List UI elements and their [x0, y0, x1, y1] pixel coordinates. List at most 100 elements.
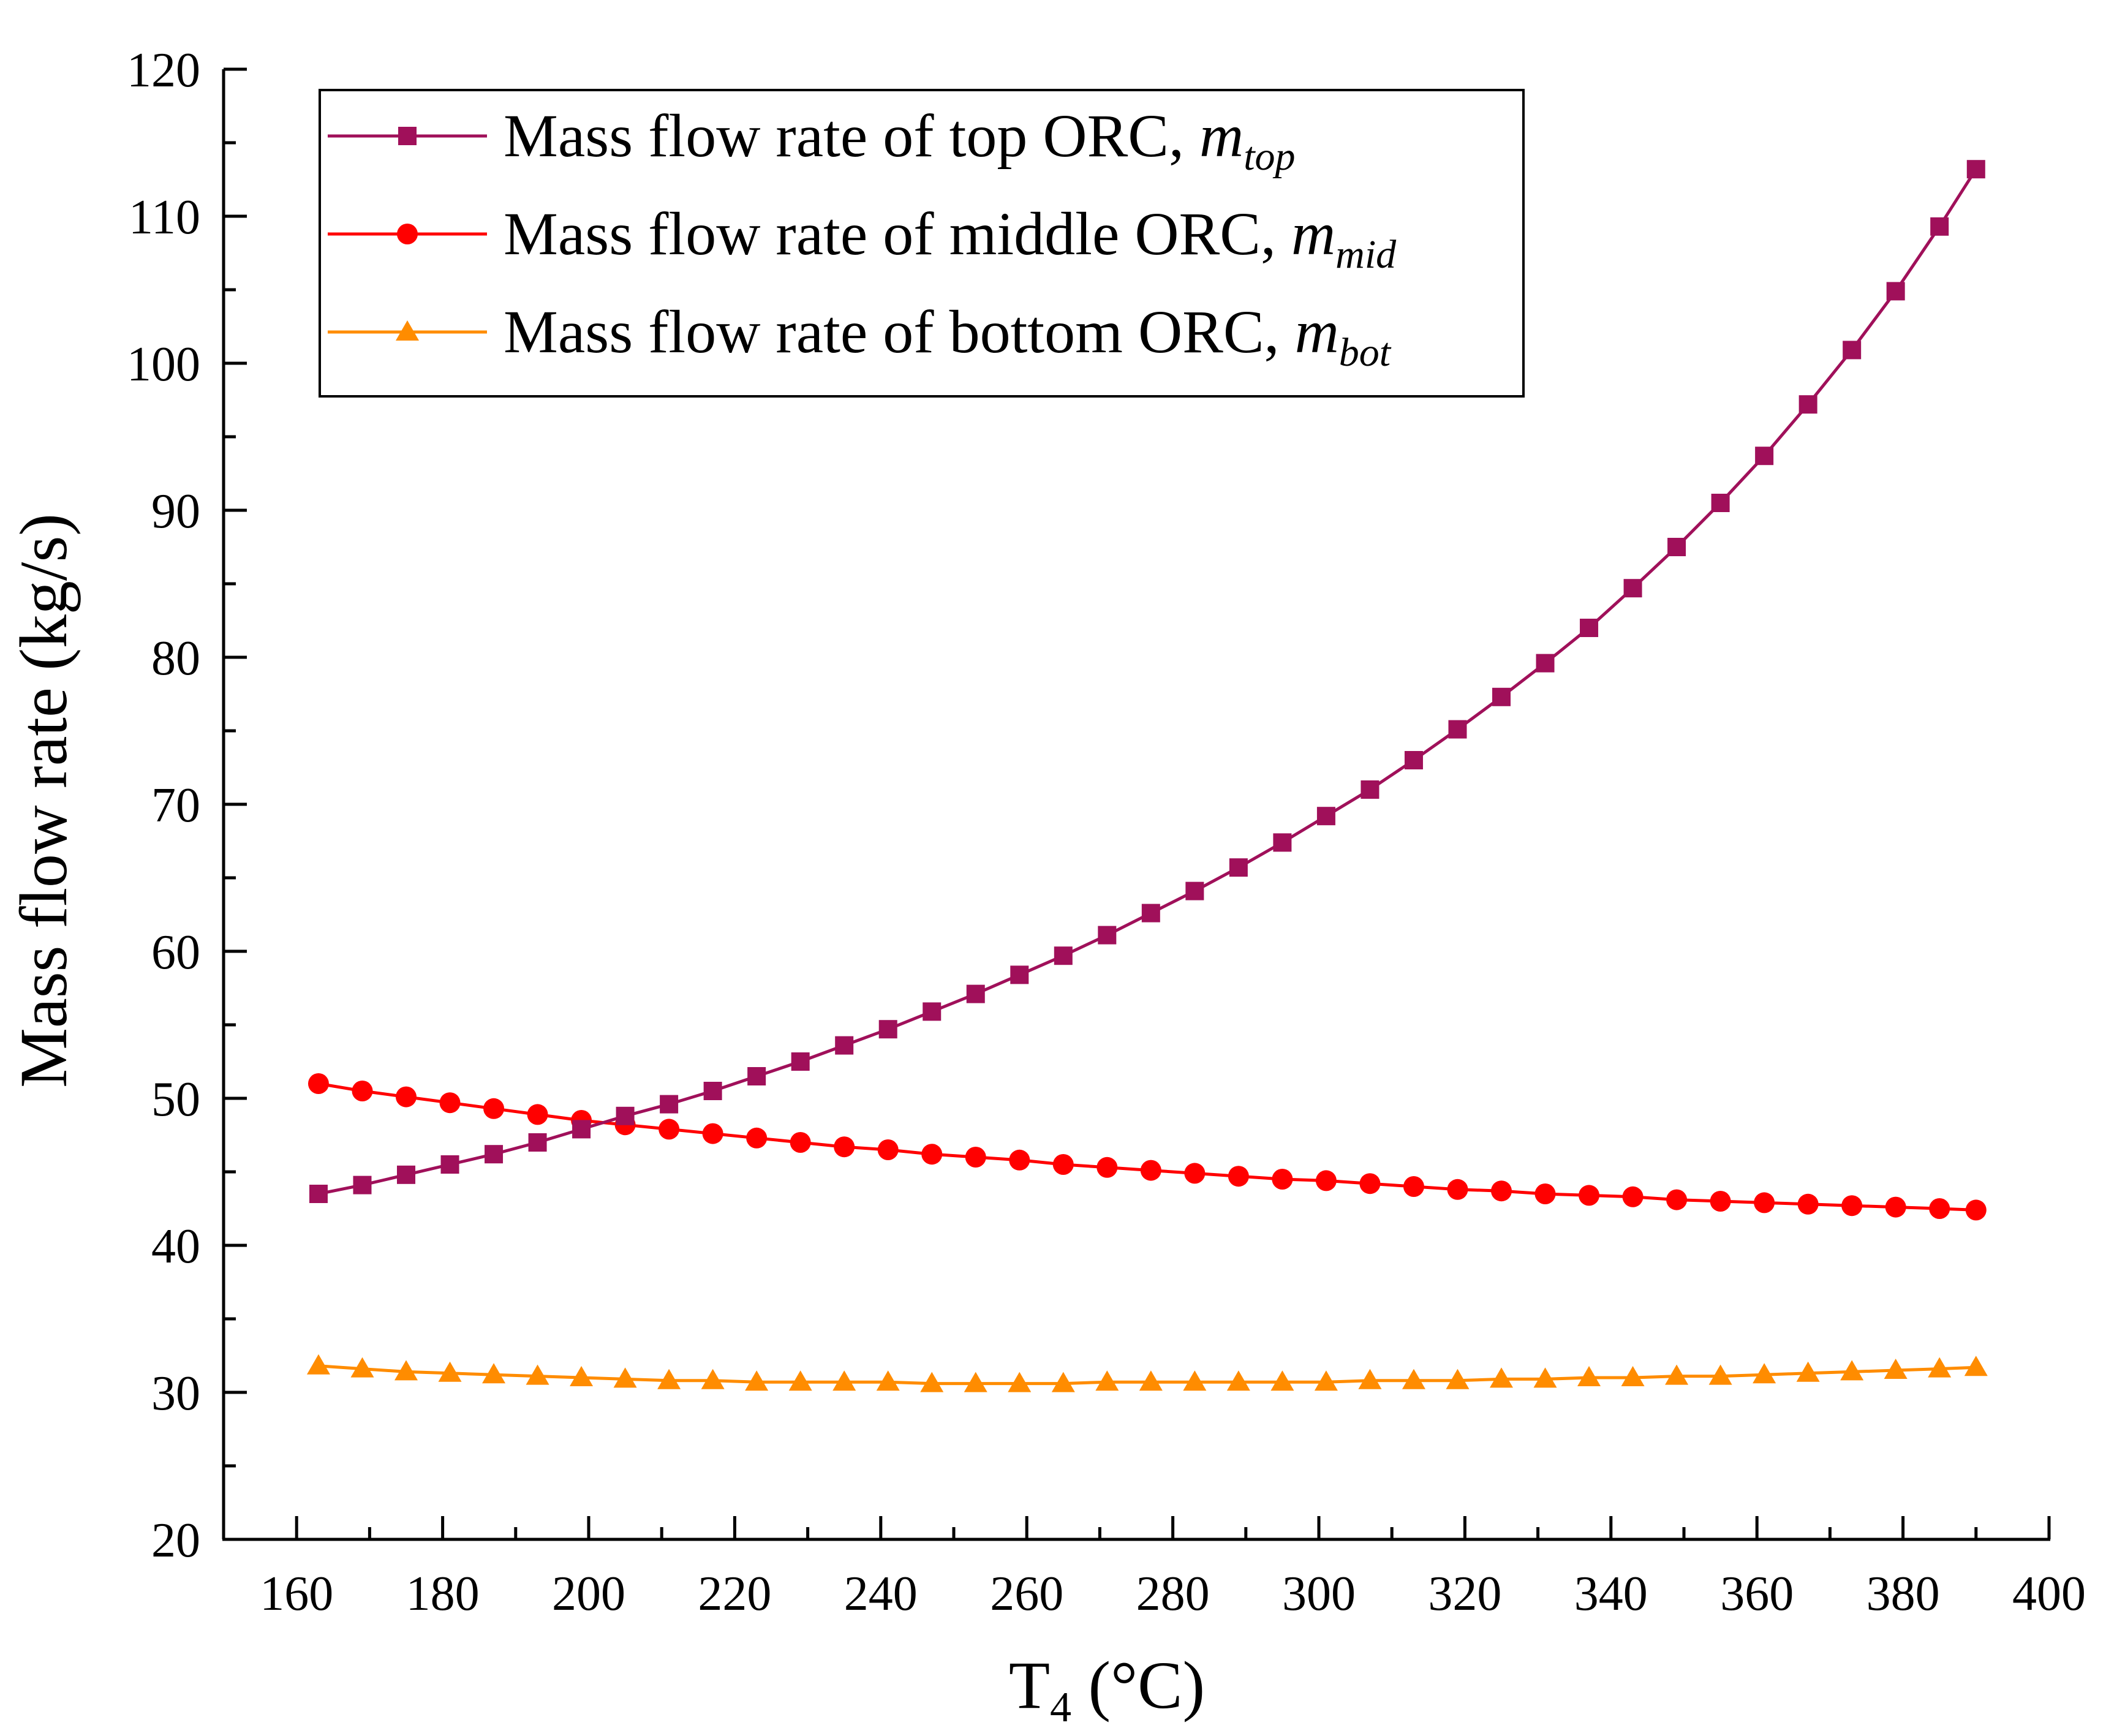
y-tick-label: 90	[151, 485, 200, 538]
data-point-bot	[438, 1361, 462, 1382]
data-point-bot	[526, 1364, 549, 1385]
data-point-mid	[1184, 1163, 1206, 1184]
legend-entry-top: Mass flow rate of top ORC, mtop	[328, 102, 1296, 179]
y-axis-label: Mass flow rate (kg/s)	[6, 513, 81, 1088]
data-point-mid	[352, 1081, 373, 1101]
legend-label-mid: Mass flow rate of middle ORC, mmid	[504, 200, 1397, 277]
data-point-mid	[308, 1073, 329, 1094]
x-tick-label: 340	[1574, 1567, 1648, 1621]
x-tick-label: 360	[1720, 1567, 1794, 1621]
data-point-top	[1843, 341, 1862, 360]
x-tick-label: 380	[1866, 1567, 1940, 1621]
data-point-mid	[1666, 1189, 1688, 1210]
data-point-mid	[1228, 1166, 1249, 1187]
series-top	[309, 160, 1985, 1203]
data-point-top	[485, 1145, 504, 1164]
x-tick-label: 400	[2012, 1567, 2086, 1621]
data-point-mid	[439, 1092, 461, 1114]
data-point-top	[1361, 780, 1379, 799]
x-axis-label: T4 (°C)	[1009, 1648, 1205, 1731]
data-point-mid	[1315, 1170, 1337, 1191]
data-point-mid	[1622, 1186, 1644, 1207]
data-point-top	[1580, 619, 1599, 637]
y-tick-label: 100	[127, 338, 200, 391]
legend-marker-top	[398, 127, 417, 145]
data-point-mid	[746, 1127, 768, 1149]
data-point-top	[1930, 217, 1949, 236]
data-point-mid	[1841, 1195, 1863, 1217]
legend-label-subscript: bot	[1339, 330, 1392, 375]
data-point-bot	[1008, 1372, 1032, 1392]
data-point-top	[440, 1155, 459, 1174]
y-tick-label: 120	[127, 43, 200, 97]
data-point-bot	[1358, 1368, 1382, 1389]
data-point-bot	[832, 1370, 856, 1391]
x-axis-label-symbol: T	[1009, 1648, 1050, 1723]
data-point-top	[1098, 926, 1117, 945]
data-point-mid	[1534, 1183, 1556, 1204]
x-tick-label: 160	[260, 1567, 333, 1621]
data-point-top	[1010, 965, 1029, 984]
data-point-mid	[1009, 1149, 1030, 1171]
legend-label-top: Mass flow rate of top ORC, mtop	[504, 102, 1296, 179]
data-point-mid	[1491, 1180, 1512, 1202]
data-point-bot	[306, 1354, 330, 1375]
data-point-bot	[394, 1360, 418, 1381]
data-point-bot	[745, 1370, 769, 1391]
data-point-mid	[1754, 1192, 1775, 1213]
data-point-bot	[657, 1368, 681, 1389]
data-point-mid	[1140, 1160, 1161, 1181]
data-point-bot	[570, 1366, 594, 1386]
data-point-bot	[1577, 1366, 1601, 1386]
data-point-mid	[921, 1144, 943, 1165]
data-point-bot	[1051, 1372, 1075, 1392]
x-tick-label: 220	[698, 1567, 771, 1621]
data-point-bot	[1884, 1359, 1908, 1379]
data-point-top	[1667, 538, 1686, 556]
data-point-top	[1404, 751, 1423, 769]
data-point-bot	[1226, 1370, 1250, 1391]
data-point-mid	[396, 1086, 417, 1108]
data-point-bot	[1796, 1361, 1820, 1382]
data-point-top	[1141, 904, 1160, 923]
data-point-bot	[1621, 1366, 1645, 1386]
data-point-top	[923, 1002, 942, 1021]
x-tick-label: 300	[1282, 1567, 1356, 1621]
y-tick-label: 50	[151, 1073, 200, 1127]
legend-label-symbol: m	[1199, 102, 1244, 170]
data-point-top	[747, 1067, 766, 1085]
legend-entry-mid: Mass flow rate of middle ORC, mmid	[328, 200, 1397, 277]
data-point-top	[791, 1052, 810, 1071]
x-tick-label: 240	[844, 1567, 918, 1621]
data-point-top	[703, 1082, 722, 1100]
legend-label-bot: Mass flow rate of bottom ORC, mbot	[504, 298, 1392, 375]
legend-label-symbol: m	[1295, 298, 1339, 366]
x-tick-label: 200	[552, 1567, 625, 1621]
data-point-top	[397, 1165, 415, 1184]
data-point-top	[1492, 687, 1511, 706]
series-line-mid	[318, 1082, 1976, 1212]
data-point-top	[1229, 858, 1248, 877]
x-tick-label: 260	[990, 1567, 1063, 1621]
data-point-bot	[1270, 1370, 1294, 1391]
y-tick-label: 110	[129, 191, 200, 244]
y-tick-label: 20	[151, 1514, 200, 1568]
data-point-bot	[1446, 1368, 1470, 1389]
series-bot	[306, 1354, 1988, 1392]
data-point-top	[616, 1106, 635, 1125]
data-point-mid	[1710, 1191, 1731, 1212]
y-tick-label: 70	[151, 779, 200, 832]
data-point-top	[1886, 282, 1905, 301]
data-point-mid	[1447, 1179, 1468, 1200]
data-point-bot	[1964, 1356, 1988, 1376]
data-point-mid	[1096, 1157, 1118, 1178]
series-mid	[308, 1073, 1987, 1221]
data-point-mid	[834, 1136, 855, 1158]
data-point-top	[1711, 494, 1730, 512]
data-point-bot	[1402, 1368, 1425, 1389]
data-point-top	[660, 1095, 679, 1114]
legend-label-symbol: m	[1291, 200, 1335, 268]
legend-marker-mid	[397, 224, 418, 244]
data-point-top	[1316, 807, 1335, 826]
data-point-top	[572, 1120, 591, 1139]
